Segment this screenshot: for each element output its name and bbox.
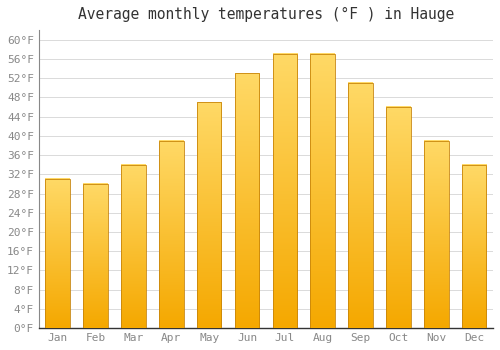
Title: Average monthly temperatures (°F ) in Hauge: Average monthly temperatures (°F ) in Ha… [78,7,454,22]
Bar [234,74,260,328]
Bar [386,107,410,328]
Bar [159,141,184,328]
Bar [84,184,108,328]
Bar [197,102,222,328]
Bar [462,165,486,328]
Bar [348,83,373,328]
Bar [310,54,335,328]
Bar [424,141,448,328]
Bar [46,179,70,328]
Bar [272,54,297,328]
Bar [121,165,146,328]
